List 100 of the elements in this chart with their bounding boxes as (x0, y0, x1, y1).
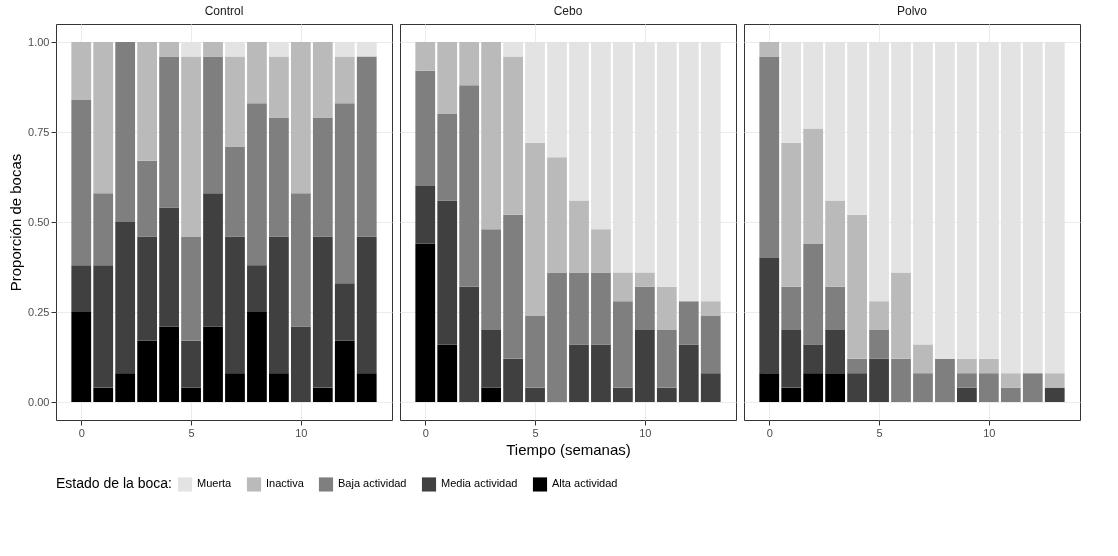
bar (269, 236, 289, 374)
bar (203, 326, 223, 402)
bar (781, 387, 802, 402)
chart-title: Control (204, 4, 244, 18)
bar (825, 200, 846, 287)
bar (935, 358, 955, 402)
y-tick-label: 0.75 (28, 125, 50, 138)
bar (225, 56, 245, 147)
bar (759, 373, 780, 402)
bar (181, 387, 201, 402)
bar (503, 56, 523, 215)
bar (913, 373, 933, 402)
bar (503, 214, 523, 359)
bar (825, 373, 846, 402)
bar (700, 315, 721, 374)
bar (312, 387, 333, 402)
bar (1000, 373, 1021, 388)
y-tick-label: 1.00 (28, 35, 50, 48)
bar (569, 344, 589, 402)
x-axis-title: Tiempo (semanas) (506, 440, 631, 458)
bar (159, 56, 179, 208)
chart-title: Polvo (896, 4, 928, 18)
bar (569, 200, 589, 273)
bar (181, 56, 201, 237)
bar (247, 265, 267, 312)
bar (290, 326, 311, 402)
bar (803, 373, 824, 402)
bar (525, 315, 545, 388)
legend-label: Baja actividad (338, 477, 407, 490)
bar (334, 103, 355, 284)
bar (957, 373, 977, 388)
bar (656, 387, 677, 402)
bar (115, 222, 136, 374)
bar (334, 56, 355, 104)
bar (137, 160, 158, 237)
bar (1044, 373, 1065, 388)
chart-title: Cebo (553, 4, 583, 18)
bar (269, 56, 289, 118)
bar (71, 42, 92, 100)
bar (781, 330, 802, 388)
y-tick-label: 0.25 (28, 305, 50, 318)
bar (525, 142, 545, 316)
bar (334, 340, 355, 402)
bar (312, 236, 333, 388)
bar (847, 358, 867, 374)
x-tick-label: 10 (295, 426, 308, 439)
bar (203, 193, 223, 327)
bar (803, 128, 824, 244)
bar (247, 103, 267, 266)
bar (415, 42, 436, 71)
bar (437, 200, 458, 345)
bar (415, 243, 436, 402)
bar (93, 265, 114, 388)
bar (415, 70, 436, 186)
bar (481, 330, 502, 388)
bar (634, 272, 655, 287)
legend-label: Alta actividad (552, 477, 618, 490)
bar (1022, 373, 1043, 402)
bar (613, 272, 633, 302)
legend-label: Inactiva (266, 477, 305, 490)
bar (759, 258, 780, 374)
bar (93, 42, 114, 194)
bar (781, 286, 802, 330)
bar (869, 301, 889, 330)
x-tick-label: 10 (983, 426, 996, 439)
bar (481, 387, 502, 402)
bar (225, 146, 245, 237)
bar (115, 373, 136, 402)
bar (503, 358, 523, 402)
y-tick-label: 0.50 (28, 215, 50, 228)
bar (459, 42, 480, 86)
bar (437, 114, 458, 201)
bar (181, 236, 201, 341)
bar (481, 229, 502, 330)
bar (825, 330, 846, 374)
bar (93, 387, 114, 402)
bar (957, 387, 977, 402)
bar (634, 330, 655, 402)
bar (869, 358, 889, 402)
bar (437, 344, 458, 402)
bar (159, 42, 179, 57)
x-tick-label: 5 (188, 426, 195, 439)
x-tick-label: 10 (639, 426, 652, 439)
bar (656, 330, 677, 388)
bar (356, 373, 377, 402)
bar (781, 142, 802, 287)
bar (137, 340, 158, 402)
bar (159, 326, 179, 402)
bar (591, 229, 611, 273)
bar (290, 42, 311, 194)
bar (825, 286, 846, 330)
bar (525, 387, 545, 402)
bar (181, 340, 201, 388)
bar (700, 373, 721, 402)
bar (847, 214, 867, 359)
bar (803, 344, 824, 374)
bar (312, 42, 333, 118)
bar (634, 286, 655, 330)
bar (115, 42, 136, 222)
bar (290, 193, 311, 327)
